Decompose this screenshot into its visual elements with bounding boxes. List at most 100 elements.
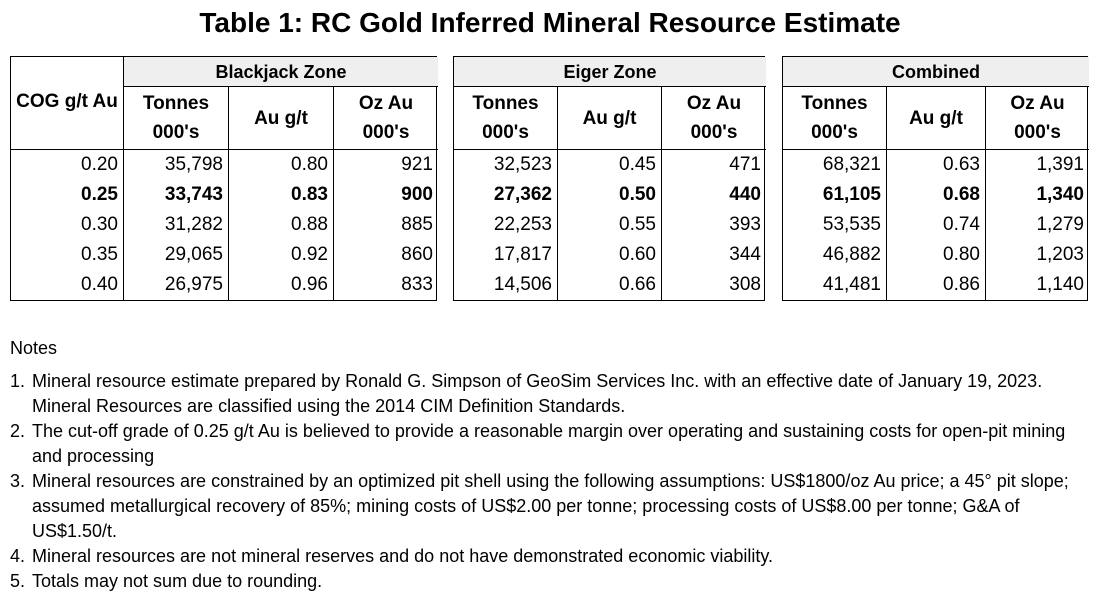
note-text: Mineral resources are constrained by an … <box>32 471 1069 541</box>
cell-value: 471 <box>729 154 761 175</box>
cell-value: 29,065 <box>124 240 229 270</box>
cell-value: 308 <box>729 274 761 295</box>
notes-title: Notes <box>10 338 58 358</box>
cell-value: 1,279 <box>1036 214 1084 235</box>
cell-value: 68,321 <box>783 150 887 180</box>
note-item: 2. The cut-off grade of 0.25 g/t Au is be… <box>10 419 1090 469</box>
cell-value: 0.74 <box>887 210 986 240</box>
zone-header: Blackjack Zone <box>124 57 438 87</box>
column-header-line: Tonnes <box>801 93 868 114</box>
column-header: Tonnes 000's <box>783 87 887 150</box>
cell-value: 1,140 <box>1036 274 1084 295</box>
cell-value: 33,743 <box>124 180 229 210</box>
column-header-line: 000's <box>1014 122 1061 143</box>
column-header-line: 000's <box>482 122 529 143</box>
note-text: Mineral resources are not mineral reserv… <box>32 546 774 566</box>
cell-value: 833 <box>401 274 433 295</box>
cell-value: 1,391 <box>1036 154 1084 175</box>
column-header: Au g/t <box>558 87 662 150</box>
note-number: 4. <box>10 546 26 566</box>
note-text: The cut-off grade of 0.25 g/t Au is beli… <box>32 421 1066 466</box>
cell-value: 900 <box>401 184 433 205</box>
column-header: Oz Au 000's <box>334 87 438 150</box>
cog-value: 0.25 <box>11 180 124 210</box>
cog-header-text: COG g/t Au <box>16 91 118 112</box>
cell-value: 35,798 <box>124 150 229 180</box>
cog-value: 0.20 <box>11 150 124 180</box>
cell-value: 0.86 <box>887 270 986 300</box>
column-header-line: Oz Au <box>1010 93 1065 114</box>
cell-value: 1,203 <box>1036 244 1084 265</box>
column-header-line: 000's <box>811 122 858 143</box>
cog-value: 0.35 <box>11 240 124 270</box>
cell-value: 32,523 <box>454 150 558 180</box>
notes: Notes 1. Mineral resource estimate prepar… <box>10 336 1090 594</box>
cell-value: 14,506 <box>454 270 558 300</box>
column-header-line: 000's <box>152 122 200 143</box>
note-text: Mineral resource estimate prepared by Ro… <box>32 371 1043 416</box>
cell-value: 31,282 <box>124 210 229 240</box>
column-header-line: Oz Au <box>686 93 742 114</box>
cog-value: 0.40 <box>11 270 124 300</box>
cog-header: COG g/t Au <box>11 57 124 150</box>
cell-value: 0.60 <box>558 240 662 270</box>
cell-value: 26,975 <box>124 270 229 300</box>
note-text: Totals may not sum due to rounding. <box>32 571 323 591</box>
cell-value: 0.88 <box>229 210 334 240</box>
cell-value: 61,105 <box>783 180 887 210</box>
note-number: 3. <box>10 471 26 491</box>
table-group: Combined Tonnes 000's 68,321 61,105 53,535 46,… <box>782 56 1089 301</box>
note-number: 1. <box>10 371 26 391</box>
column-header: Oz Au 000's <box>986 87 1089 150</box>
column-header-line: 000's <box>690 122 738 143</box>
column-header-line: Tonnes <box>472 93 539 114</box>
column-header-line: Au g/t <box>909 107 963 129</box>
note-item: 1. Mineral resource estimate prepared by … <box>10 369 1090 419</box>
note-number: 2. <box>10 421 26 441</box>
column-header-line: Oz Au <box>358 93 414 114</box>
cell-value: 921 <box>401 154 433 175</box>
cell-value: 0.50 <box>558 180 662 210</box>
cell-value: 0.66 <box>558 270 662 300</box>
cog-value: 0.30 <box>11 210 124 240</box>
column-header-line: 000's <box>362 122 410 143</box>
cell-value: 17,817 <box>454 240 558 270</box>
cell-value: 0.96 <box>229 270 334 300</box>
note-number: 5. <box>10 571 26 591</box>
cell-value: 27,362 <box>454 180 558 210</box>
cell-value: 885 <box>401 214 433 235</box>
cell-value: 0.55 <box>558 210 662 240</box>
cell-value: 0.45 <box>558 150 662 180</box>
note-item: 5. Totals may not sum due to rounding. <box>10 569 1090 594</box>
note-item: 3. Mineral resources are constrained by a… <box>10 469 1090 544</box>
title: Table 1: RC Gold Inferred Mineral Resour… <box>199 7 901 38</box>
cell-value: 0.63 <box>887 150 986 180</box>
zone-header: Combined <box>783 57 1089 87</box>
cell-value: 53,535 <box>783 210 887 240</box>
table-group: Eiger Zone Tonnes 000's 32,523 27,362 22,253 1… <box>453 56 766 301</box>
column-header: Tonnes 000's <box>454 87 558 150</box>
table-group: COG g/t Au 0.20 0.25 0.30 0.35 0.40 Blackjack … <box>10 56 438 301</box>
cell-value: 344 <box>729 244 761 265</box>
column-header: Tonnes 000's <box>124 87 229 150</box>
cell-value: 1,340 <box>1036 184 1084 205</box>
column-header: Oz Au 000's <box>662 87 766 150</box>
cell-value: 0.83 <box>229 180 334 210</box>
cell-value: 41,481 <box>783 270 887 300</box>
cell-value: 0.80 <box>229 150 334 180</box>
cell-value: 22,253 <box>454 210 558 240</box>
cell-value: 393 <box>729 214 761 235</box>
cell-value: 0.68 <box>887 180 986 210</box>
cell-value: 860 <box>401 244 433 265</box>
column-header-line: Au g/t <box>582 107 637 129</box>
column-header: Au g/t <box>887 87 986 150</box>
column-header: Au g/t <box>229 87 334 150</box>
column-header-line: Au g/t <box>254 107 308 129</box>
cell-value: 46,882 <box>783 240 887 270</box>
cell-value: 0.92 <box>229 240 334 270</box>
note-item: 4. Mineral resources are not mineral rese… <box>10 544 1090 569</box>
column-header-line: Tonnes <box>142 93 210 114</box>
cell-value: 440 <box>729 184 761 205</box>
zone-header: Eiger Zone <box>454 57 766 87</box>
